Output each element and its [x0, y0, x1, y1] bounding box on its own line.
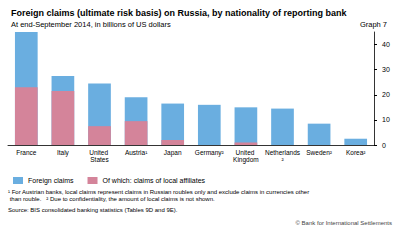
svg-text:than rouble. ² Due to confid: than rouble. ² Due to confidentiality, t… [8, 196, 215, 202]
svg-text:30: 30 [382, 66, 390, 73]
svg-text:40: 40 [382, 41, 390, 48]
svg-text:United: United [89, 149, 110, 156]
svg-text:Of which: claims of local affi: Of which: claims of local affiliates [103, 177, 206, 184]
svg-text:Austria¹: Austria¹ [125, 149, 148, 156]
svg-text:²: ² [281, 156, 284, 163]
svg-text:Germany²: Germany² [195, 149, 225, 157]
svg-text:20: 20 [382, 91, 390, 98]
svg-text:States: States [90, 156, 109, 163]
svg-text:France: France [16, 149, 37, 156]
svg-text:Foreign claims: Foreign claims [28, 177, 74, 185]
svg-text:Sweden²: Sweden² [306, 149, 332, 156]
svg-text:¹ For Austrian banks, local cl: ¹ For Austrian banks, local claims repre… [8, 189, 309, 195]
svg-text:Japan: Japan [164, 149, 182, 157]
svg-text:0: 0 [382, 142, 386, 149]
svg-text:10: 10 [382, 116, 390, 123]
svg-text:Foreign claims (ultimate risk: Foreign claims (ultimate risk basis) on … [11, 8, 348, 18]
svg-text:United: United [236, 149, 257, 156]
svg-text:Italy: Italy [57, 149, 70, 157]
svg-text:Korea²: Korea² [346, 149, 366, 156]
svg-text:Netherlands: Netherlands [265, 149, 301, 156]
svg-text:At end-September 2014, in bill: At end-September 2014, in billions of US… [11, 20, 171, 29]
svg-text:© Bank for International Settl: © Bank for International Settlements [296, 220, 392, 226]
svg-text:Source: BIS consolidated banki: Source: BIS consolidated banking statist… [8, 207, 178, 213]
svg-text:Kingdom: Kingdom [233, 156, 259, 164]
svg-text:Graph 7: Graph 7 [360, 20, 387, 29]
